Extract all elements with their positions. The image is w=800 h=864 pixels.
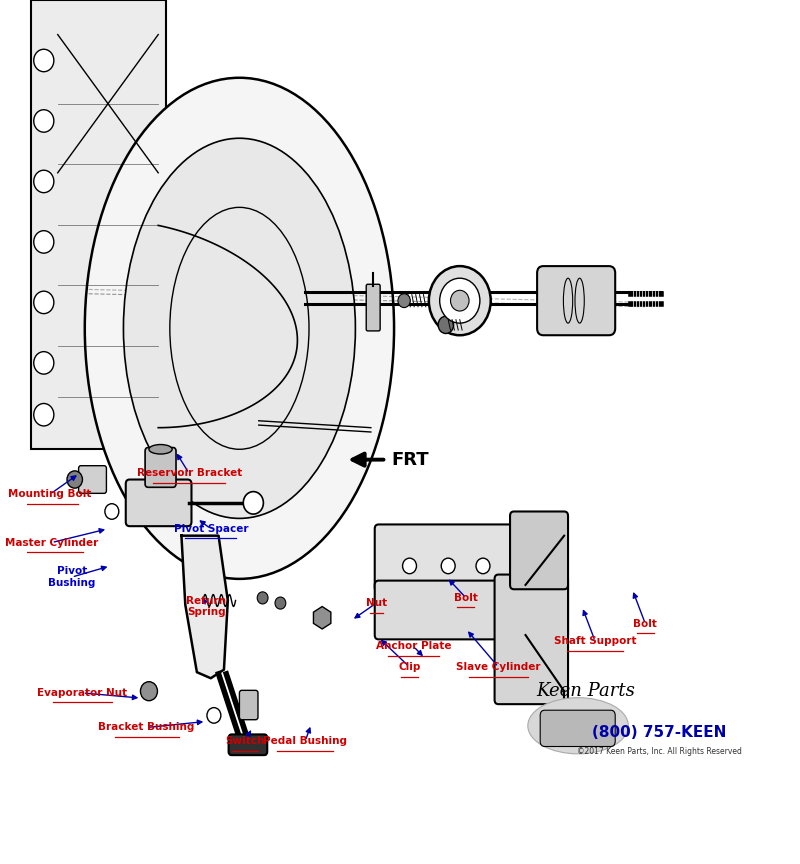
Circle shape: [34, 170, 54, 193]
Text: Keen Parts: Keen Parts: [536, 683, 635, 700]
Circle shape: [34, 352, 54, 374]
Circle shape: [402, 558, 417, 574]
FancyBboxPatch shape: [229, 734, 267, 755]
FancyBboxPatch shape: [239, 690, 258, 720]
Circle shape: [450, 290, 469, 311]
FancyBboxPatch shape: [145, 448, 176, 487]
Text: Pivot Spacer: Pivot Spacer: [174, 524, 248, 534]
Text: Pedal Bushing: Pedal Bushing: [263, 736, 347, 746]
Circle shape: [258, 592, 268, 604]
Text: Bolt: Bolt: [454, 593, 478, 603]
Polygon shape: [182, 536, 228, 678]
Circle shape: [105, 504, 118, 519]
Text: Clip: Clip: [398, 662, 421, 672]
Text: Anchor Plate: Anchor Plate: [376, 641, 451, 651]
Text: (800) 757-KEEN: (800) 757-KEEN: [592, 725, 726, 740]
Ellipse shape: [123, 138, 355, 518]
Circle shape: [429, 266, 490, 335]
Circle shape: [442, 558, 455, 574]
Circle shape: [67, 471, 82, 488]
Text: Pivot
Bushing: Pivot Bushing: [48, 567, 95, 588]
Circle shape: [207, 708, 221, 723]
Circle shape: [34, 403, 54, 426]
Text: Shaft Support: Shaft Support: [554, 636, 636, 646]
Circle shape: [275, 597, 286, 609]
Circle shape: [438, 316, 454, 334]
Text: Bracket Bushing: Bracket Bushing: [98, 722, 195, 733]
Text: Master Cylinder: Master Cylinder: [5, 537, 98, 548]
Text: Return
Spring: Return Spring: [186, 596, 226, 618]
FancyBboxPatch shape: [126, 480, 191, 526]
Circle shape: [34, 49, 54, 72]
Circle shape: [141, 682, 158, 701]
FancyBboxPatch shape: [510, 511, 568, 589]
Ellipse shape: [149, 445, 172, 454]
Circle shape: [476, 558, 490, 574]
Ellipse shape: [528, 697, 628, 753]
Text: Bolt: Bolt: [634, 619, 658, 629]
Text: Nut: Nut: [366, 598, 387, 608]
FancyBboxPatch shape: [374, 581, 568, 639]
FancyBboxPatch shape: [374, 524, 518, 592]
Text: ©2017 Keen Parts, Inc. All Rights Reserved: ©2017 Keen Parts, Inc. All Rights Reserv…: [577, 747, 742, 756]
Text: Evaporator Nut: Evaporator Nut: [38, 688, 127, 698]
Circle shape: [440, 278, 480, 323]
FancyBboxPatch shape: [537, 266, 615, 335]
Text: Mounting Bolt: Mounting Bolt: [8, 489, 92, 499]
FancyBboxPatch shape: [366, 284, 380, 331]
Circle shape: [34, 291, 54, 314]
Text: Reservoir Bracket: Reservoir Bracket: [137, 468, 242, 479]
Text: Slave Cylinder: Slave Cylinder: [456, 662, 541, 672]
Text: FRT: FRT: [392, 451, 430, 468]
Circle shape: [34, 110, 54, 132]
Circle shape: [243, 492, 263, 514]
Ellipse shape: [85, 78, 394, 579]
FancyBboxPatch shape: [540, 710, 615, 746]
FancyBboxPatch shape: [494, 575, 568, 704]
Circle shape: [34, 231, 54, 253]
Text: Switch: Switch: [225, 736, 265, 746]
Circle shape: [398, 294, 410, 308]
FancyBboxPatch shape: [30, 0, 166, 449]
FancyBboxPatch shape: [78, 466, 106, 493]
